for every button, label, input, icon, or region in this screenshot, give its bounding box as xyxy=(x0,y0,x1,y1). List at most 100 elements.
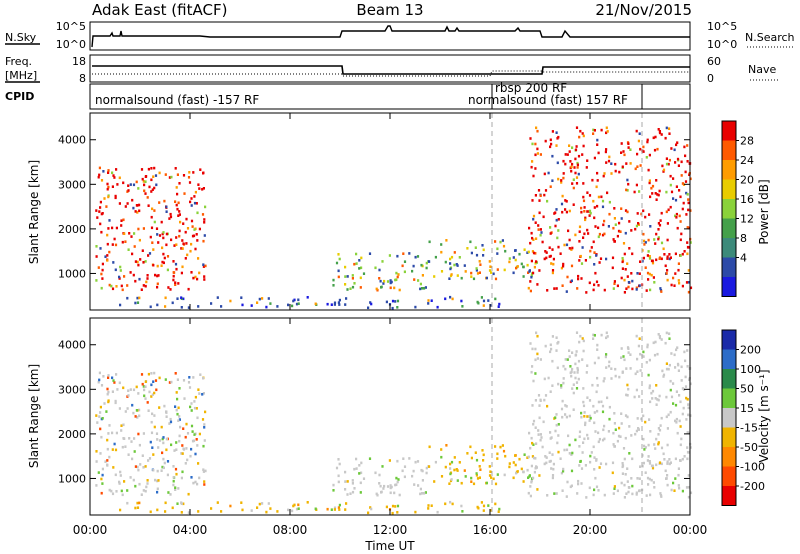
echo-cell xyxy=(684,154,687,158)
echo-cell xyxy=(346,288,349,291)
echo-cell xyxy=(133,245,136,248)
echo-cell xyxy=(561,194,564,198)
echo-cell xyxy=(546,494,549,497)
echo-cell xyxy=(137,432,140,436)
echo-cell xyxy=(584,421,587,425)
echo-cell xyxy=(535,465,538,468)
echo-cell xyxy=(539,433,542,436)
echo-cell xyxy=(163,461,166,465)
echo-cell xyxy=(478,271,481,274)
echo-cell xyxy=(267,502,270,505)
echo-cell xyxy=(648,386,651,390)
echo-cell xyxy=(588,214,591,217)
echo-cell xyxy=(175,236,178,239)
echo-cell xyxy=(589,255,592,259)
echo-cell xyxy=(612,431,615,435)
echo-cell xyxy=(445,444,448,447)
echo-cell xyxy=(621,370,624,374)
y-tick-label: 2000 xyxy=(58,428,86,441)
echo-cell xyxy=(332,483,335,487)
echo-cell xyxy=(606,335,609,338)
echo-cell xyxy=(593,129,596,132)
echo-cell xyxy=(140,168,144,171)
echo-cell xyxy=(675,143,678,147)
echo-cell xyxy=(119,269,122,272)
echo-cell xyxy=(644,215,647,219)
echo-cell xyxy=(137,263,140,267)
echo-cell xyxy=(151,207,154,211)
echo-cell xyxy=(99,427,102,431)
echo-cell xyxy=(148,185,151,189)
echo-cell xyxy=(198,187,201,190)
echo-cell xyxy=(188,386,192,389)
echo-cell xyxy=(608,360,611,364)
echo-cell xyxy=(417,279,420,282)
echo-cell xyxy=(196,277,199,281)
echo-cell xyxy=(575,176,579,179)
echo-cell xyxy=(111,243,114,246)
echo-cell xyxy=(161,246,164,250)
echo-cell xyxy=(153,371,156,375)
echo-cell xyxy=(419,487,422,491)
echo-cell xyxy=(138,443,141,447)
echo-cell xyxy=(157,274,160,277)
echo-cell xyxy=(389,486,392,490)
echo-cell xyxy=(346,493,349,496)
echo-cell xyxy=(504,454,507,458)
echo-cell xyxy=(531,404,534,407)
echo-cell xyxy=(402,252,405,255)
echo-cell xyxy=(557,229,560,232)
echo-cell xyxy=(543,377,546,381)
echo-cell xyxy=(593,206,596,209)
echo-cell xyxy=(537,394,541,397)
echo-cell xyxy=(449,257,452,261)
echo-cell xyxy=(584,259,587,262)
echo-cell xyxy=(621,165,624,169)
echo-cell xyxy=(624,473,627,476)
echo-cell xyxy=(657,193,660,197)
echo-cell xyxy=(556,342,559,345)
echo-cell xyxy=(556,236,559,240)
echo-cell xyxy=(608,155,611,159)
echo-cell xyxy=(608,212,611,216)
power-cbar-label: Power [dB] xyxy=(757,179,771,244)
echo-cell xyxy=(527,250,530,254)
echo-cell xyxy=(142,261,145,264)
echo-cell xyxy=(144,175,147,178)
echo-cell xyxy=(164,305,167,308)
echo-cell xyxy=(658,189,661,193)
echo-cell xyxy=(648,460,651,463)
colorbar-band xyxy=(722,408,736,428)
echo-cell xyxy=(635,288,638,291)
echo-cell xyxy=(655,258,658,262)
echo-cell xyxy=(687,281,690,284)
echo-cell xyxy=(421,274,424,277)
echo-cell xyxy=(107,169,110,172)
echo-cell xyxy=(190,424,194,428)
echo-cell xyxy=(585,496,588,499)
echo-cell xyxy=(332,284,335,287)
echo-cell xyxy=(166,255,170,258)
echo-cell xyxy=(134,279,137,283)
echo-cell xyxy=(656,398,659,401)
echo-cell xyxy=(540,436,543,439)
echo-cell xyxy=(544,455,547,458)
echo-cell xyxy=(627,182,630,186)
echo-cell xyxy=(95,209,98,212)
echo-cell xyxy=(499,240,502,244)
echo-cell xyxy=(593,156,596,160)
echo-cell xyxy=(494,482,498,486)
echo-cell xyxy=(531,142,534,146)
echo-cell xyxy=(662,452,665,456)
echo-cell xyxy=(576,163,579,167)
echo-cell xyxy=(106,392,109,396)
echo-cell xyxy=(112,174,115,177)
sky-left-tick-bottom: 10^0 xyxy=(56,38,86,51)
echo-cell xyxy=(530,165,533,169)
echo-cell xyxy=(337,253,340,256)
echo-cell xyxy=(489,470,492,473)
echo-cell xyxy=(101,417,104,420)
echo-cell xyxy=(394,278,397,282)
echo-cell xyxy=(666,462,669,465)
